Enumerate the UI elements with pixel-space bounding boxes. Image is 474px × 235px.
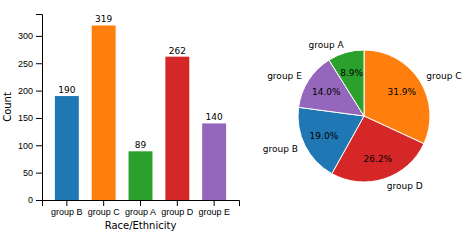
category-label: group C (426, 71, 461, 81)
y-tick-label: 150 (18, 113, 33, 123)
chart-root: group B group C group A group D group E 0 50 10… (0, 0, 474, 235)
y-tick: 50 (23, 168, 42, 178)
bar (129, 151, 153, 200)
x-tick-label: group D (161, 207, 194, 217)
x-axis-line (43, 201, 240, 207)
x-axis: group B group C group A group D group E (43, 200, 240, 217)
y-tick-label: 100 (18, 141, 33, 151)
y-tick: 250 (18, 59, 42, 69)
slices (298, 50, 430, 182)
y-axis: 0 50 100 150 200 250 300 (18, 15, 43, 206)
y-tick: 150 (18, 113, 42, 123)
data-label: 19.0% (310, 131, 339, 141)
x-tick-mark (103, 200, 104, 206)
bar (92, 25, 116, 200)
data-label: 140 (206, 112, 223, 122)
x-tick-mark (66, 200, 67, 206)
category-label: group D (387, 181, 423, 191)
y-tick-mark (36, 36, 42, 37)
y-tick-label: 300 (18, 31, 33, 41)
pie-chart: 31.9%26.2%19.0%14.0%8.9%group Cgroup Dgr… (263, 40, 462, 191)
data-label: 89 (135, 140, 147, 150)
data-label: 8.9% (340, 68, 363, 78)
y-tick-label: 0 (28, 195, 33, 205)
category-label: group A (308, 40, 344, 50)
slice (329, 50, 364, 116)
data-labels: 190 319 89 262 140 (58, 14, 223, 150)
data-label: 262 (169, 46, 186, 56)
y-tick-mark (36, 91, 42, 92)
x-tick-label: group B (51, 207, 83, 217)
data-label: 319 (95, 14, 112, 24)
data-label: 26.2% (364, 154, 393, 164)
y-tick: 100 (18, 141, 42, 151)
y-tick-mark (36, 173, 42, 174)
x-tick: group E (198, 200, 230, 217)
x-tick-label: group E (198, 207, 230, 217)
bar (55, 96, 79, 200)
category-label: group B (263, 144, 298, 154)
data-label: 31.9% (388, 87, 417, 97)
y-tick-label: 250 (18, 59, 33, 69)
bar-chart: group B group C group A group D group E 0 50 10… (2, 14, 240, 231)
x-axis-title: Race/Ethnicity (105, 220, 177, 231)
y-tick-mark (36, 200, 42, 201)
y-tick-mark (36, 63, 42, 64)
x-tick-mark (177, 200, 178, 206)
y-tick-mark (36, 118, 42, 119)
y-axis-line (36, 15, 43, 201)
data-label: 190 (58, 85, 75, 95)
y-tick: 300 (18, 31, 42, 41)
x-tick-label: group C (88, 207, 121, 217)
y-tick: 200 (18, 86, 42, 96)
y-tick-label: 50 (23, 168, 33, 178)
x-tick: group B (51, 200, 83, 217)
y-tick: 0 (28, 195, 42, 205)
x-tick-mark (214, 200, 215, 206)
data-labels: 31.9% 26.2% 19.0% 14.0% 8.9% (310, 68, 417, 164)
x-tick: group D (161, 200, 194, 217)
x-tick-mark (140, 200, 141, 206)
y-tick-label: 200 (18, 86, 33, 96)
x-tick: group C (88, 200, 121, 217)
bar (165, 57, 189, 200)
category-labels: group C group D group B group E group A (263, 40, 462, 191)
bars (55, 25, 226, 200)
y-axis-title: Count (2, 92, 13, 122)
x-tick: group A (125, 200, 156, 217)
y-tick-mark (36, 145, 42, 146)
data-label: 14.0% (312, 87, 341, 97)
bar (202, 123, 226, 200)
category-label: group E (267, 71, 302, 81)
x-tick-label: group A (125, 207, 156, 217)
slice (298, 107, 364, 173)
